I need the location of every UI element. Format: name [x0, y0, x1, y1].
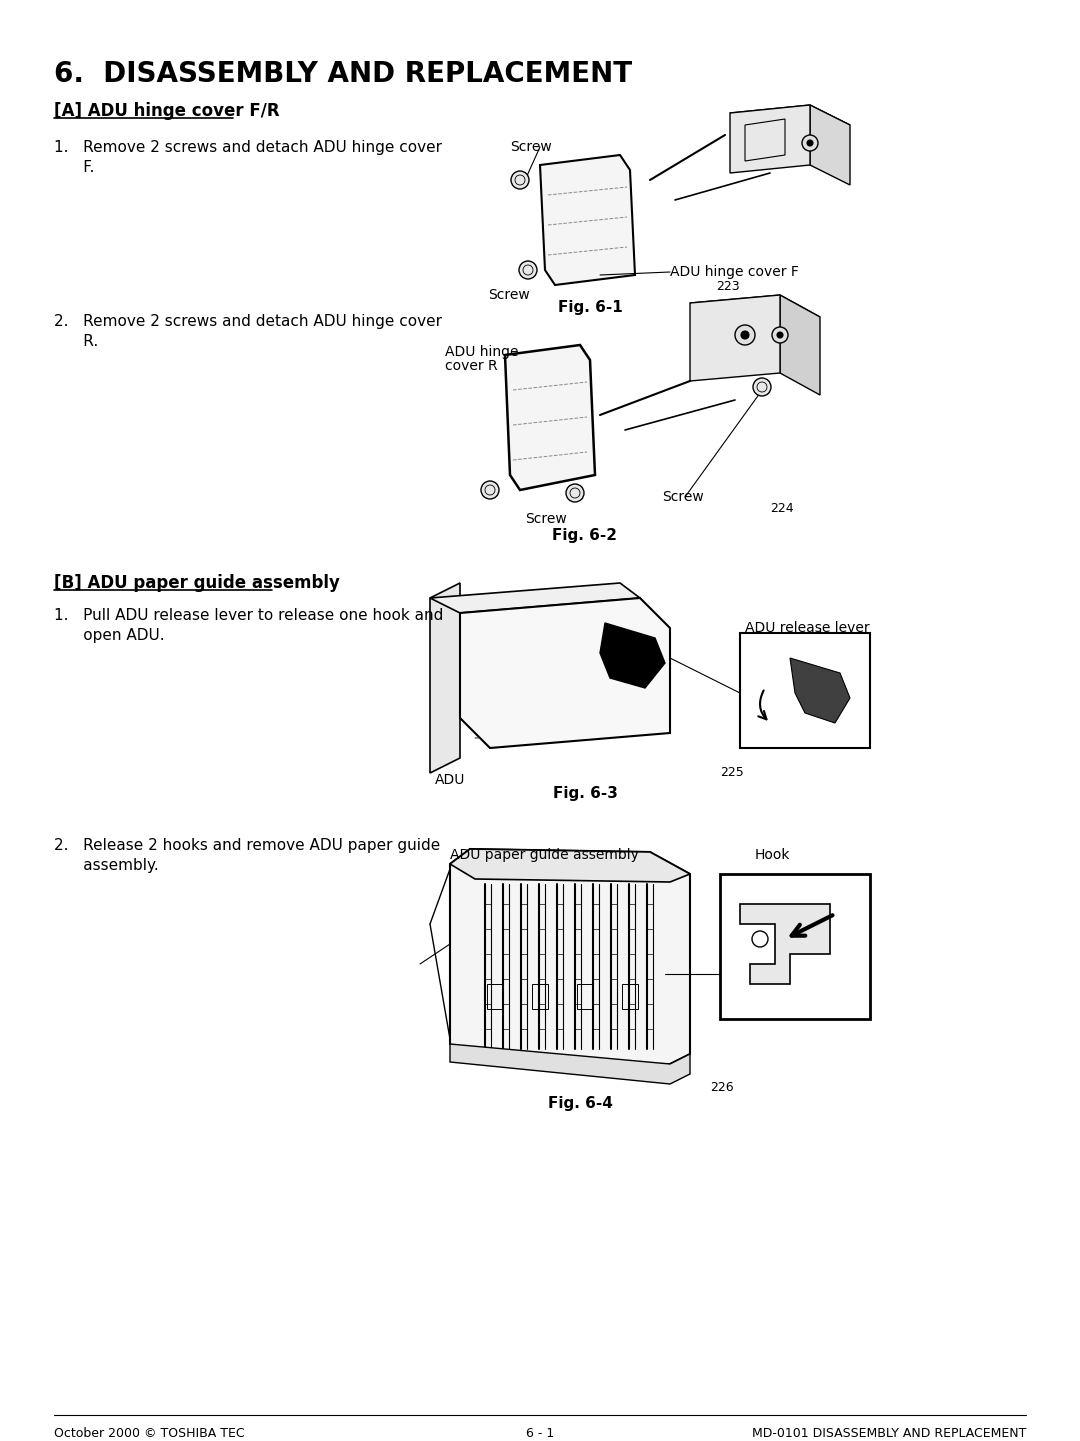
Polygon shape	[430, 584, 640, 612]
Text: ADU release lever: ADU release lever	[745, 621, 869, 635]
Text: October 2000 © TOSHIBA TEC: October 2000 © TOSHIBA TEC	[54, 1427, 245, 1440]
Bar	[740, 633, 870, 748]
Circle shape	[807, 140, 813, 146]
Circle shape	[566, 484, 584, 501]
Text: 1.   Pull ADU release lever to release one hook and: 1. Pull ADU release lever to release one…	[54, 608, 444, 623]
Text: Screw: Screw	[488, 288, 530, 303]
Text: 6.  DISASSEMBLY AND REPLACEMENT: 6. DISASSEMBLY AND REPLACEMENT	[54, 61, 632, 88]
Polygon shape	[430, 584, 460, 772]
Text: 223: 223	[716, 280, 740, 293]
Text: 2.   Remove 2 screws and detach ADU hinge cover: 2. Remove 2 screws and detach ADU hinge …	[54, 314, 442, 329]
Polygon shape	[730, 105, 850, 133]
Polygon shape	[810, 105, 850, 184]
Polygon shape	[789, 659, 850, 723]
Text: Fig. 6-2: Fig. 6-2	[553, 527, 618, 543]
Text: 225: 225	[720, 767, 744, 780]
Text: Fig. 6-4: Fig. 6-4	[548, 1097, 612, 1111]
Polygon shape	[740, 904, 831, 984]
Text: ADU hinge: ADU hinge	[445, 344, 518, 359]
Text: R.: R.	[54, 334, 98, 349]
Polygon shape	[600, 623, 665, 687]
Circle shape	[735, 326, 755, 344]
Circle shape	[741, 331, 750, 339]
Text: assembly.: assembly.	[54, 857, 159, 873]
Text: Fig. 6-1: Fig. 6-1	[557, 300, 622, 316]
Text: open ADU.: open ADU.	[54, 628, 164, 643]
Bar	[720, 875, 870, 1019]
Circle shape	[481, 481, 499, 499]
Polygon shape	[690, 295, 820, 326]
Polygon shape	[460, 598, 670, 748]
Text: Fig. 6-3: Fig. 6-3	[553, 785, 618, 801]
Polygon shape	[540, 156, 635, 285]
Text: ADU: ADU	[435, 772, 465, 787]
Text: Screw: Screw	[510, 140, 552, 154]
Circle shape	[802, 135, 818, 151]
Text: 6 - 1: 6 - 1	[526, 1427, 554, 1440]
Circle shape	[772, 327, 788, 343]
Text: 224: 224	[770, 501, 794, 514]
Text: Hook: Hook	[755, 847, 791, 862]
Text: Screw: Screw	[662, 490, 704, 504]
Polygon shape	[505, 344, 595, 490]
Polygon shape	[690, 295, 780, 380]
Text: ADU hinge cover F: ADU hinge cover F	[670, 265, 799, 280]
Polygon shape	[450, 1043, 690, 1084]
Text: F.: F.	[54, 160, 94, 174]
Circle shape	[519, 261, 537, 280]
Text: ADU paper guide assembly: ADU paper guide assembly	[450, 847, 639, 862]
Text: cover R: cover R	[445, 359, 498, 373]
Circle shape	[752, 931, 768, 947]
Text: 2.   Release 2 hooks and remove ADU paper guide: 2. Release 2 hooks and remove ADU paper …	[54, 839, 441, 853]
Polygon shape	[450, 849, 690, 882]
Polygon shape	[780, 295, 820, 395]
Text: [A] ADU hinge cover F/R: [A] ADU hinge cover F/R	[54, 102, 280, 120]
Text: 226: 226	[710, 1081, 733, 1094]
Circle shape	[511, 171, 529, 189]
Polygon shape	[730, 105, 810, 173]
Circle shape	[777, 331, 783, 339]
Circle shape	[753, 378, 771, 396]
Text: 1.   Remove 2 screws and detach ADU hinge cover: 1. Remove 2 screws and detach ADU hinge …	[54, 140, 442, 156]
Polygon shape	[450, 849, 690, 1063]
Text: Screw: Screw	[525, 512, 567, 526]
Text: [B] ADU paper guide assembly: [B] ADU paper guide assembly	[54, 574, 340, 592]
Text: MD-0101 DISASSEMBLY AND REPLACEMENT: MD-0101 DISASSEMBLY AND REPLACEMENT	[752, 1427, 1026, 1440]
